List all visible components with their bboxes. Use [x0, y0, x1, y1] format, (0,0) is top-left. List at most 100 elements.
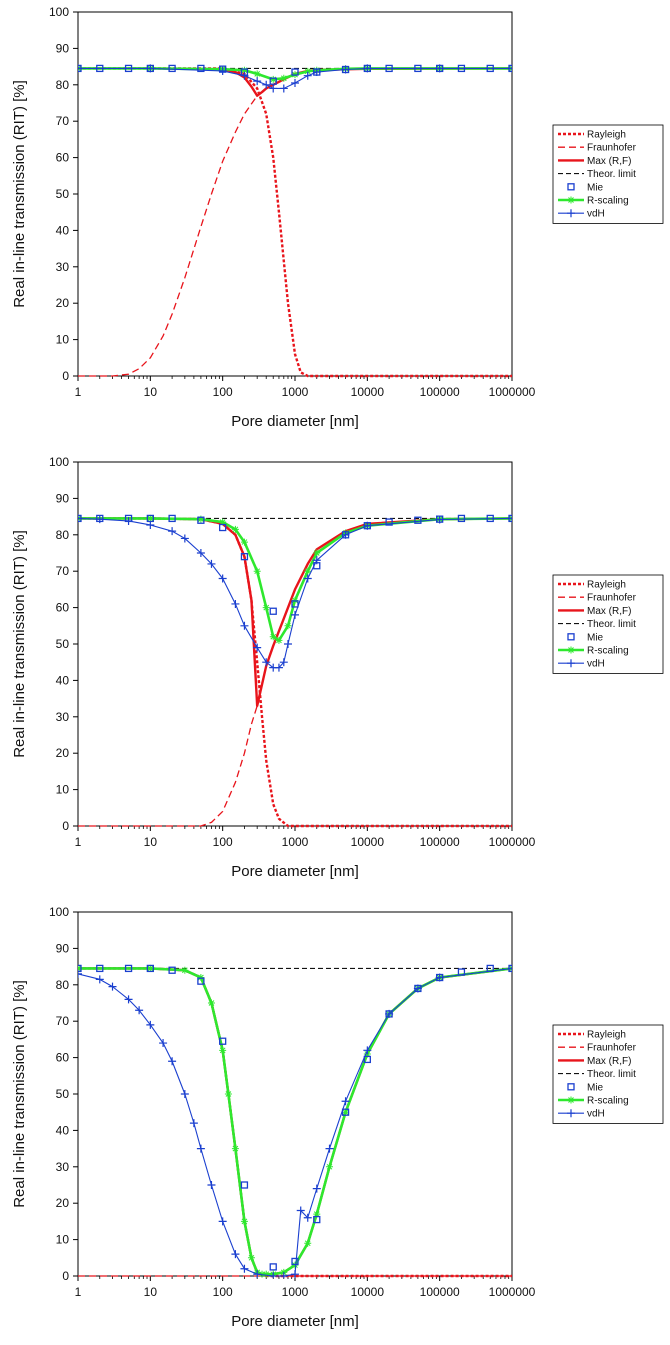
vdh-point — [262, 658, 271, 667]
y-tick-label: 40 — [56, 223, 70, 237]
mie-point — [146, 964, 154, 973]
mie-point — [124, 64, 133, 73]
y-tick-label: 30 — [56, 710, 70, 724]
legend: Rayleigh Fraunhofer Max (R,F) Theor. limit M… — [552, 1024, 664, 1124]
rscaling-point — [262, 1270, 270, 1278]
y-tick-label: 90 — [56, 941, 70, 955]
vdh-point — [283, 640, 292, 648]
legend-label: Fraunhofer — [587, 143, 637, 154]
vdh-point — [269, 1272, 278, 1278]
legend-label: vdH — [587, 1109, 605, 1120]
legend-item-rayleigh: Rayleigh — [558, 1030, 626, 1041]
rscaling-point — [253, 70, 261, 78]
x-tick-label: 1000000 — [489, 1285, 536, 1299]
x-tick-label: 1 — [75, 835, 82, 849]
y-tick-label: 90 — [56, 491, 70, 505]
y-tick-label: 50 — [56, 637, 70, 651]
legend-label: Max (R,F) — [587, 606, 631, 617]
mie-point — [363, 64, 371, 73]
series-max — [78, 517, 512, 708]
vdh-point — [341, 1097, 350, 1106]
mie-point — [486, 514, 494, 523]
rscaling-point — [231, 1145, 239, 1153]
y-tick-label: 80 — [56, 528, 70, 542]
rscaling-point — [247, 1254, 255, 1262]
rscaling-line — [78, 517, 512, 642]
y-tick-label: 10 — [56, 783, 70, 797]
rscaling-line — [78, 967, 512, 1276]
legend-label: R-scaling — [587, 196, 629, 207]
y-axis-title: Real in-line transmission (RIT) [%] — [11, 530, 28, 758]
y-tick-label: 40 — [56, 673, 70, 687]
mie-point — [486, 64, 494, 73]
series-rscaling — [78, 514, 512, 644]
x-tick-label: 10000 — [351, 1285, 385, 1299]
vdh-point — [218, 1217, 227, 1226]
x-axis-title: Pore diameter [nm] — [231, 863, 359, 880]
legend-item-max: Max (R,F) — [558, 1056, 631, 1067]
mie-point — [436, 515, 444, 523]
vdh-point — [303, 71, 312, 80]
fraunhofer-line — [78, 95, 258, 377]
y-tick-label: 40 — [56, 1123, 70, 1137]
mie-point — [508, 964, 512, 973]
x-axis-title: Pore diameter [nm] — [231, 413, 359, 430]
vdh-point — [303, 1213, 312, 1222]
vdh-point — [124, 995, 133, 1004]
mie-point — [240, 552, 249, 561]
y-tick-label: 0 — [62, 819, 69, 833]
data-layer — [78, 64, 512, 378]
vdh-point — [253, 1270, 262, 1278]
rscaling-point — [313, 1210, 321, 1218]
y-tick-label: 20 — [56, 746, 70, 760]
legend-item-vdh: vdH — [558, 659, 605, 670]
rayleigh-line — [78, 67, 512, 378]
y-axis-title: Real in-line transmission (RIT) [%] — [11, 80, 28, 308]
x-tick-label: 1 — [75, 1285, 82, 1299]
legend-label: Rayleigh — [587, 580, 626, 591]
legend-label: R-scaling — [587, 646, 629, 657]
mie-point — [457, 968, 466, 976]
plot-area — [77, 461, 513, 827]
vdh-point — [196, 549, 205, 557]
y-tick-label: 20 — [56, 296, 70, 310]
mie-point — [78, 964, 82, 973]
x-tick-label: 100 — [213, 835, 233, 849]
max-line — [78, 517, 512, 708]
legend-item-vdh: vdH — [558, 209, 605, 220]
vdh-line — [78, 967, 512, 1277]
legend-item-fraunhofer: Fraunhofer — [558, 593, 637, 604]
rscaling-point — [262, 604, 270, 612]
mie-point — [219, 523, 227, 532]
legend-item-mie: Mie — [567, 632, 604, 643]
series-rayleigh — [78, 67, 512, 378]
legend-item-max: Max (R,F) — [558, 156, 631, 167]
y-axis-title: Real in-line transmission (RIT) [%] — [11, 980, 28, 1208]
series-max — [78, 967, 512, 1276]
legend-box — [552, 574, 664, 674]
vdh-point — [262, 80, 271, 89]
legend-marker — [567, 1109, 575, 1118]
plot-area — [77, 911, 513, 1277]
legend-item-rscaling: R-scaling — [558, 646, 629, 657]
series-mie — [78, 964, 512, 1271]
x-tick-label: 1 — [75, 385, 82, 399]
x-tick-label: 10 — [144, 385, 158, 399]
mie-point — [341, 1108, 350, 1116]
rscaling-point — [280, 74, 288, 82]
mie-point — [313, 562, 321, 570]
vdh-point — [279, 658, 288, 667]
mie-point — [486, 964, 494, 973]
y-tick-label: 70 — [56, 564, 70, 578]
legend-label: Mie — [587, 182, 604, 193]
x-tick-label: 1000 — [282, 835, 309, 849]
mie-point — [385, 64, 393, 73]
y-tick-label: 70 — [56, 114, 70, 128]
rscaling-point — [313, 549, 321, 557]
rscaling-point — [240, 66, 248, 74]
x-tick-label: 100 — [213, 385, 233, 399]
series-rayleigh — [78, 517, 512, 828]
mie-point — [341, 65, 350, 74]
legend-box — [552, 1024, 664, 1124]
